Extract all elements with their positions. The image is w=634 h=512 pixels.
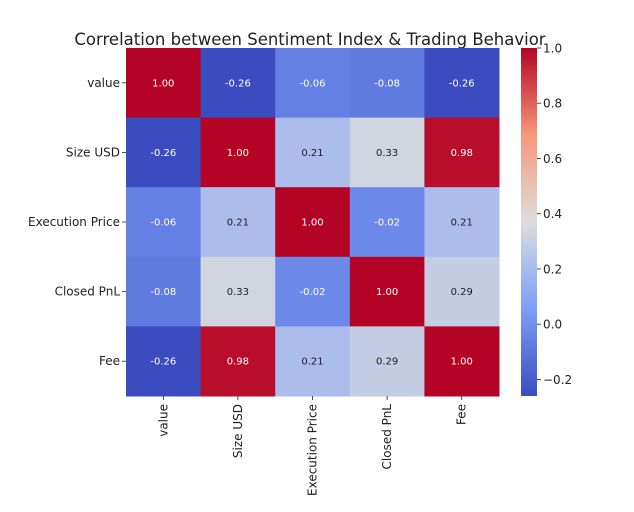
cell-value-label: 1.00 xyxy=(152,78,174,89)
cell-value-label: 0.29 xyxy=(451,287,473,298)
heatmap-cell xyxy=(424,326,500,397)
cell-value-label: -0.26 xyxy=(150,148,176,159)
cell-value-label: -0.26 xyxy=(225,78,251,89)
heatmap-cell xyxy=(275,48,351,119)
column-label: value xyxy=(156,404,170,437)
cell-value-label: -0.02 xyxy=(374,218,400,229)
heatmap-cell xyxy=(349,187,425,258)
heatmap-cell xyxy=(349,48,425,119)
cell-value-label: -0.02 xyxy=(300,287,326,298)
heatmap-cell xyxy=(126,48,202,119)
heatmap-cell xyxy=(424,48,500,119)
cell-value-label: 0.21 xyxy=(227,218,249,229)
colorbar-tick-label: 0.4 xyxy=(543,207,562,221)
colorbar-tick-label: 0.2 xyxy=(543,262,562,276)
heatmap-cell xyxy=(424,117,500,188)
heatmap-cell xyxy=(200,256,276,327)
colorbar-tick-label: 0.6 xyxy=(543,152,562,166)
cell-value-label: -0.08 xyxy=(150,287,176,298)
column-label: Fee xyxy=(455,404,469,425)
column-label: Closed PnL xyxy=(380,404,394,470)
cell-value-label: 0.98 xyxy=(227,357,249,368)
cell-value-label: 1.00 xyxy=(451,357,473,368)
cell-value-label: 1.00 xyxy=(227,148,249,159)
heatmap-cell xyxy=(200,326,276,397)
heatmap-cell xyxy=(126,326,202,397)
cell-value-label: -0.26 xyxy=(150,357,176,368)
row-label: Fee xyxy=(99,354,120,368)
cell-value-label: -0.08 xyxy=(374,78,400,89)
heatmap-cell xyxy=(424,256,500,327)
heatmap-cell xyxy=(349,326,425,397)
cell-value-label: 1.00 xyxy=(376,287,398,298)
cell-value-label: 0.21 xyxy=(301,148,323,159)
row-label: value xyxy=(87,76,120,90)
cell-value-label: 0.98 xyxy=(451,148,473,159)
heatmap-cell xyxy=(126,256,202,327)
chart-title: Correlation between Sentiment Index & Tr… xyxy=(74,30,545,49)
heatmap-cell xyxy=(275,117,351,188)
row-label: Execution Price xyxy=(28,215,120,229)
row-label: Size USD xyxy=(66,145,120,159)
cell-value-label: -0.06 xyxy=(150,218,176,229)
cell-value-label: 0.21 xyxy=(451,218,473,229)
heatmap-cell xyxy=(275,187,351,258)
row-label: Closed PnL xyxy=(55,285,121,299)
cell-value-label: 0.29 xyxy=(376,357,398,368)
heatmap-cell xyxy=(424,187,500,258)
heatmap-cell xyxy=(349,117,425,188)
colorbar-tick-label: 0.8 xyxy=(543,97,562,111)
heatmap-cells: 1.00 -0.26 -0.06 -0.08 -0.26 -0.26 1.00 0.21 0.3… xyxy=(126,48,500,397)
heatmap-cell xyxy=(200,117,276,188)
heatmap-cell xyxy=(275,326,351,397)
row-labels: value Size USD Execution Price Closed PnL Fe… xyxy=(28,76,126,368)
colorbar-gradient xyxy=(521,48,537,396)
colorbar-tick-label: −0.2 xyxy=(543,373,572,387)
cell-value-label: -0.26 xyxy=(449,78,475,89)
heatmap-cell xyxy=(200,187,276,258)
cell-value-label: -0.06 xyxy=(300,78,326,89)
cell-value-label: 0.21 xyxy=(301,357,323,368)
cell-value-label: 0.33 xyxy=(227,287,249,298)
cell-value-label: 1.00 xyxy=(301,218,323,229)
colorbar-tick-label: 1.0 xyxy=(543,42,562,56)
cell-value-label: 0.33 xyxy=(376,148,398,159)
heatmap-cell xyxy=(126,117,202,188)
column-label: Size USD xyxy=(231,404,245,458)
column-labels: value Size USD Execution Price Closed PnL Fe… xyxy=(156,396,469,496)
colorbar: −0.2 0.0 0.2 0.4 0.6 0.8 1.0 xyxy=(521,42,572,396)
heatmap-cell xyxy=(200,48,276,119)
heatmap-cell xyxy=(126,187,202,258)
column-label: Execution Price xyxy=(306,404,320,496)
heatmap-cell xyxy=(275,256,351,327)
colorbar-tick-label: 0.0 xyxy=(543,318,562,332)
heatmap-cell xyxy=(349,256,425,327)
